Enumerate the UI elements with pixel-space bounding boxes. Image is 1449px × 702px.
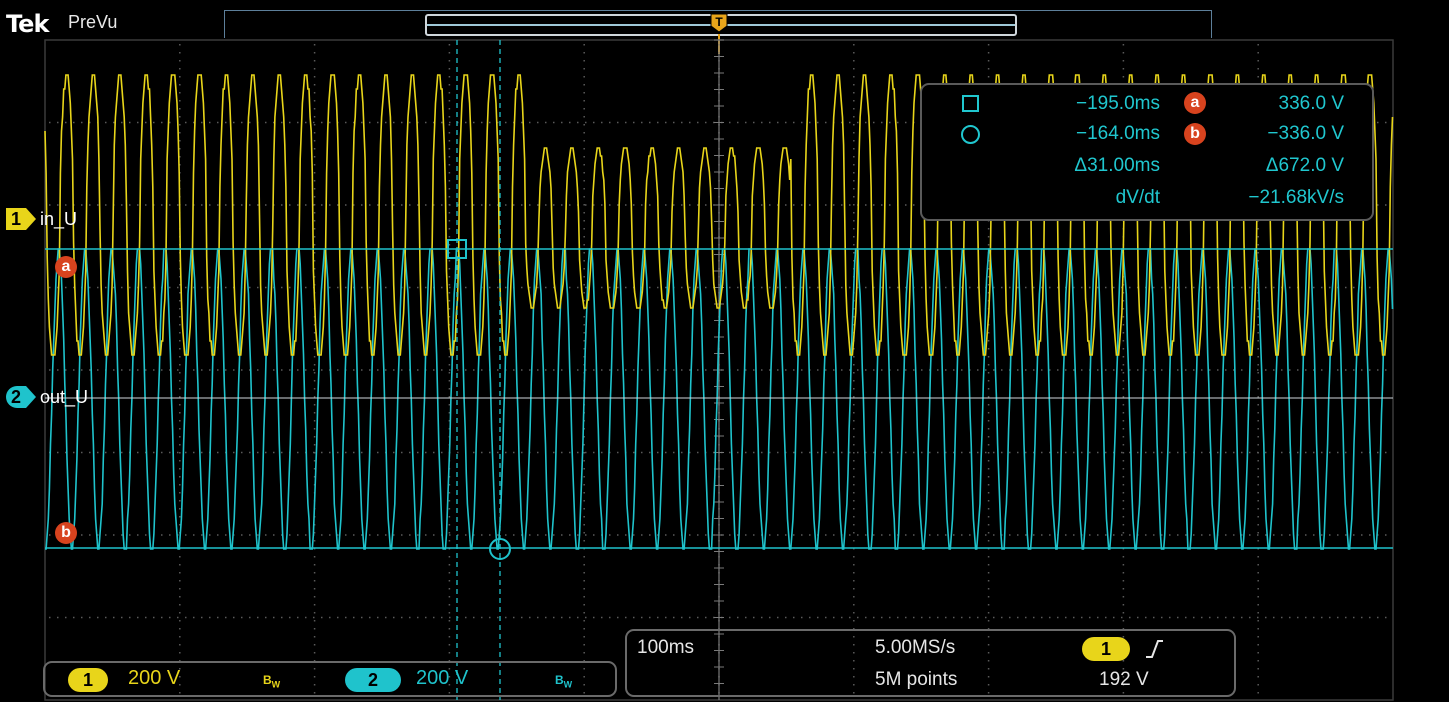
cursor-1-time: −195.0ms <box>1076 93 1160 114</box>
delta-time: Δ31.00ms <box>1074 155 1160 176</box>
horizontal-scale[interactable]: 100ms <box>637 637 695 658</box>
acquisition-settings-bar[interactable]: 100ms 5.00MS/s 5M points 1 192 V <box>625 629 1236 697</box>
channel-2-arrow-icon <box>26 386 36 408</box>
channel-1-marker[interactable]: 1 in_U <box>6 208 77 230</box>
top-bar: Tek PreVu T <box>0 0 1449 54</box>
channel-1-scale[interactable]: 200 V <box>128 667 181 689</box>
channel-settings-bar: 1 200 V BW 2 200 V BW <box>43 661 617 697</box>
cursor-2-time: −164.0ms <box>1076 123 1160 144</box>
dvdt-label: dV/dt <box>1115 187 1160 208</box>
record-overview[interactable] <box>224 10 1212 38</box>
square-cursor-marker <box>447 239 467 259</box>
record-length[interactable]: 5M points <box>875 669 958 690</box>
channel-1-bandwidth-icon: BW <box>263 673 281 690</box>
cursor-b-value: −336.0 V <box>1267 123 1344 144</box>
trigger-level[interactable]: 192 V <box>1099 669 1149 690</box>
channel-2-badge: 2 <box>6 386 26 408</box>
circle-cursor-marker <box>489 538 511 560</box>
channel-1-button[interactable]: 1 <box>68 668 108 692</box>
cursor-readout[interactable]: −195.0ms −164.0ms Δ31.00ms dV/dt a b 336… <box>920 83 1374 221</box>
trigger-source-badge[interactable]: 1 <box>1082 637 1130 661</box>
delta-voltage: Δ672.0 V <box>1265 155 1344 176</box>
sample-rate[interactable]: 5.00MS/s <box>875 637 956 658</box>
channel-2-bandwidth-icon: BW <box>555 673 573 690</box>
circle-cursor-icon <box>961 125 980 144</box>
channel-2-waveform <box>45 248 1394 550</box>
channel-2-button[interactable]: 2 <box>345 668 401 692</box>
svg-text:T: T <box>715 15 723 29</box>
channel-1-label: in_U <box>40 208 78 229</box>
channel-1-badge: 1 <box>6 208 26 230</box>
cursor-a-badge[interactable]: a <box>55 256 77 278</box>
brand-logo: Tek <box>6 10 49 38</box>
readout-b-badge: b <box>1184 123 1206 145</box>
square-cursor-icon <box>962 95 979 112</box>
acquisition-mode: PreVu <box>68 12 118 32</box>
channel-1-waveform <box>44 74 1394 356</box>
rising-edge-icon <box>1146 640 1163 658</box>
cursor-a-value: 336.0 V <box>1278 93 1345 114</box>
channel-2-label: out_U <box>40 386 89 407</box>
cursor-b-badge[interactable]: b <box>55 522 77 544</box>
channel-2-marker[interactable]: 2 out_U <box>6 386 88 408</box>
dvdt-value: −21.68kV/s <box>1248 187 1344 208</box>
readout-a-badge: a <box>1184 92 1206 114</box>
channel-2-scale[interactable]: 200 V <box>416 667 469 689</box>
channel-1-arrow-icon <box>26 208 36 230</box>
